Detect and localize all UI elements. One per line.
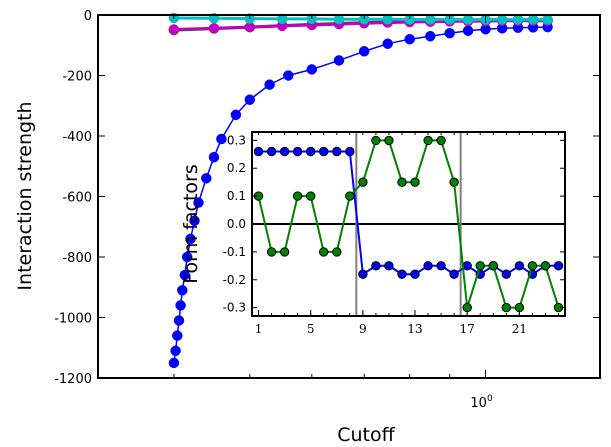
inset-series-green-point [410, 177, 420, 187]
inset-y-tick-label: 0.2 [227, 161, 246, 175]
inset-y-axis-label: Form factors [180, 164, 202, 283]
inset-series-green-point [397, 177, 407, 187]
inset-series-green-point [423, 135, 433, 146]
x-axis-label: Cutoff [337, 424, 395, 446]
series-blue-point [170, 345, 181, 357]
inset-series-green-point [358, 177, 368, 187]
y-tick-label: -800 [62, 251, 92, 266]
series-blue-point [179, 269, 191, 281]
series-blue-point [244, 94, 256, 105]
inset-series-green-point [527, 261, 538, 271]
inset-series-green-point [292, 191, 303, 201]
inset-series-blue-point [553, 261, 564, 271]
inset-series-blue-point [514, 261, 525, 271]
inset-series-blue-point [384, 261, 394, 271]
series-blue-point [230, 109, 242, 121]
inset-series-blue-point [306, 146, 316, 157]
inset-series-green-point [384, 135, 394, 146]
inset-series-blue-point [292, 146, 303, 157]
series-magenta-point [168, 24, 180, 35]
inset-series-blue-point [279, 146, 290, 157]
inset-series-blue-point [253, 146, 264, 157]
inset-x-tick-label: 9 [359, 322, 367, 336]
inset-y-tick-label: -0.1 [223, 245, 246, 259]
inset-y-tick-label: -0.3 [223, 301, 246, 315]
series-blue-point [404, 33, 415, 45]
series-blue-point [216, 133, 227, 145]
inset-x-tick-label: 5 [307, 322, 315, 336]
series-cyan-point [276, 13, 288, 25]
series-blue-point [208, 151, 220, 163]
inset-series-blue-point [266, 146, 277, 157]
y-tick-label: -200 [62, 70, 92, 85]
inset-y-tick-label: 0.3 [227, 133, 246, 147]
inset-plot: 0.3 0.2 0.1 0.0 -0.1 -0.2 -0.3 1 5 9 13 17 21 Form fa… [180, 131, 566, 336]
series-blue-point [189, 215, 200, 226]
inset-series-blue-point [358, 269, 368, 279]
series-blue-point [201, 173, 212, 184]
inset-series-green-point [345, 191, 355, 201]
series-blue-point [382, 38, 393, 49]
series-blue-point [181, 251, 193, 263]
series-magenta-point [208, 23, 220, 34]
series-blue-point [175, 300, 186, 311]
series-blue-point [173, 315, 185, 326]
series-blue-point [264, 79, 275, 90]
inset-series-green-point [332, 247, 342, 257]
series-blue-point [172, 330, 183, 341]
inset-y-tick-label: 0.0 [227, 217, 246, 231]
inset-series-green-point [436, 135, 446, 146]
series-blue-point [462, 25, 474, 36]
y-tick-label: -1000 [54, 312, 92, 327]
series-blue-point [283, 70, 294, 81]
inset-series-blue-point [332, 146, 342, 157]
inset-x-tick-label: 13 [407, 322, 422, 336]
inset-series-green-point [449, 177, 459, 187]
inset-series-blue-point [371, 261, 381, 271]
inset-series-green-point [371, 135, 381, 146]
inset-series-green-point [266, 247, 277, 257]
series-blue-point [185, 233, 196, 245]
inset-series-blue-point [436, 261, 446, 271]
series-blue-point [177, 285, 188, 296]
inset-x-tick-label: 1 [255, 322, 263, 336]
y-tick-label: -1200 [54, 372, 92, 387]
main-plot: 0 -200 -400 -600 -800 -1000 -1200 100 Cutoff Inte… [14, 9, 601, 446]
y-tick-label: -600 [62, 191, 92, 206]
inset-y-tick-label: 0.1 [227, 189, 246, 203]
inset-series-green-point [488, 261, 498, 271]
x-tick-label: 100 [470, 394, 493, 411]
inset-series-green-point [306, 191, 316, 201]
inset-series-blue-point [345, 146, 355, 157]
inset-series-blue-point [449, 269, 459, 279]
series-blue-point [358, 46, 370, 57]
inset-y-tick-label: -0.2 [223, 273, 246, 287]
series-blue-point [333, 55, 345, 66]
y-tick-label: 0 [84, 9, 92, 24]
inset-series-blue-point [397, 269, 407, 279]
inset-series-blue-point [410, 269, 420, 279]
inset-series-blue-point [319, 146, 329, 157]
inset-series-blue-point [423, 261, 433, 271]
series-blue-point [306, 64, 318, 75]
inset-series-green-point [501, 302, 511, 313]
inset-x-tick-label: 21 [512, 322, 527, 336]
inset-series-green-point [540, 261, 551, 271]
y-axis-label: Interaction strength [14, 101, 36, 290]
inset-series-green-point [475, 261, 485, 271]
inset-series-green-point [279, 247, 290, 257]
series-blue-point [193, 197, 204, 208]
series-blue-point [425, 30, 436, 42]
series-blue-point [444, 27, 455, 39]
series-blue-point [168, 357, 180, 369]
y-tick-label: -400 [62, 130, 92, 145]
inset-series-green-point [319, 247, 329, 257]
inset-x-tick-label: 17 [460, 322, 475, 336]
inset-series-blue-point [462, 261, 472, 271]
inset-series-blue-point [501, 269, 511, 279]
